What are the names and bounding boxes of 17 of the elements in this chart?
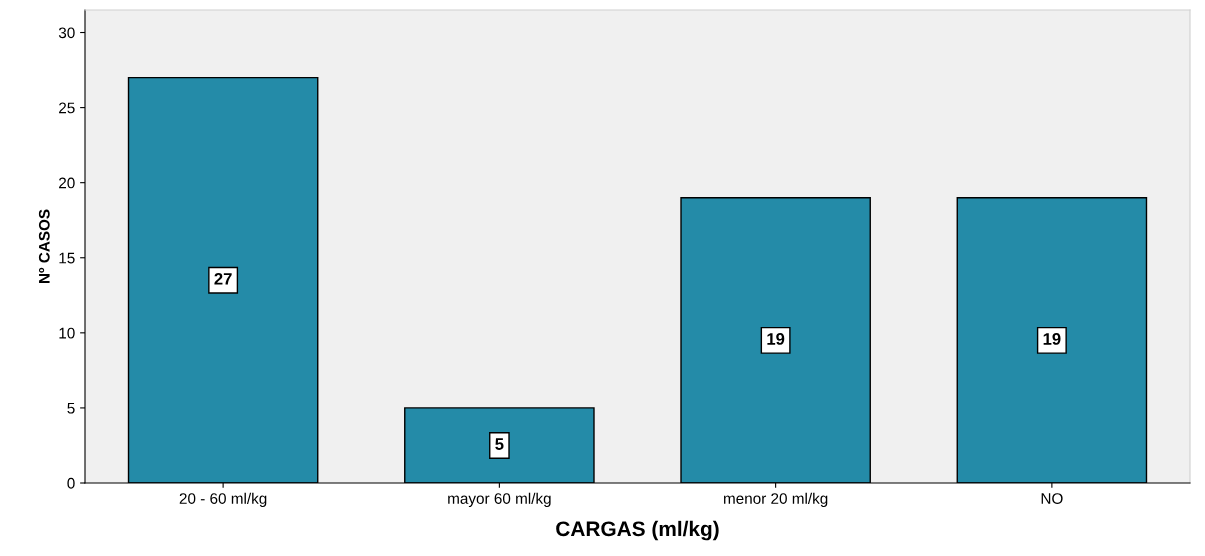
y-tick-label: 30 [58,27,75,39]
y-axis-title: Nº CASOS [38,209,50,284]
data-label: 27 [214,272,232,285]
x-tick-label: 20 - 60 ml/kg [179,492,267,507]
data-label: 5 [495,438,504,450]
data-label: 19 [767,333,785,345]
y-tick-label: 10 [59,327,75,339]
x-axis-title: CARGAS (ml/kg) [556,520,719,541]
y-tick-label: 20 [59,177,75,189]
x-tick-label: mayor 60 ml/kg [448,492,551,507]
y-tick-label: 5 [67,402,75,414]
x-tick-label: menor 20 ml/kg [724,492,828,507]
y-tick-label: 0 [67,477,75,489]
x-tick-label: NO [1041,493,1063,504]
y-tick-label: 25 [59,102,75,114]
y-tick-label: 15 [59,252,75,264]
data-label: 19 [1043,333,1061,345]
